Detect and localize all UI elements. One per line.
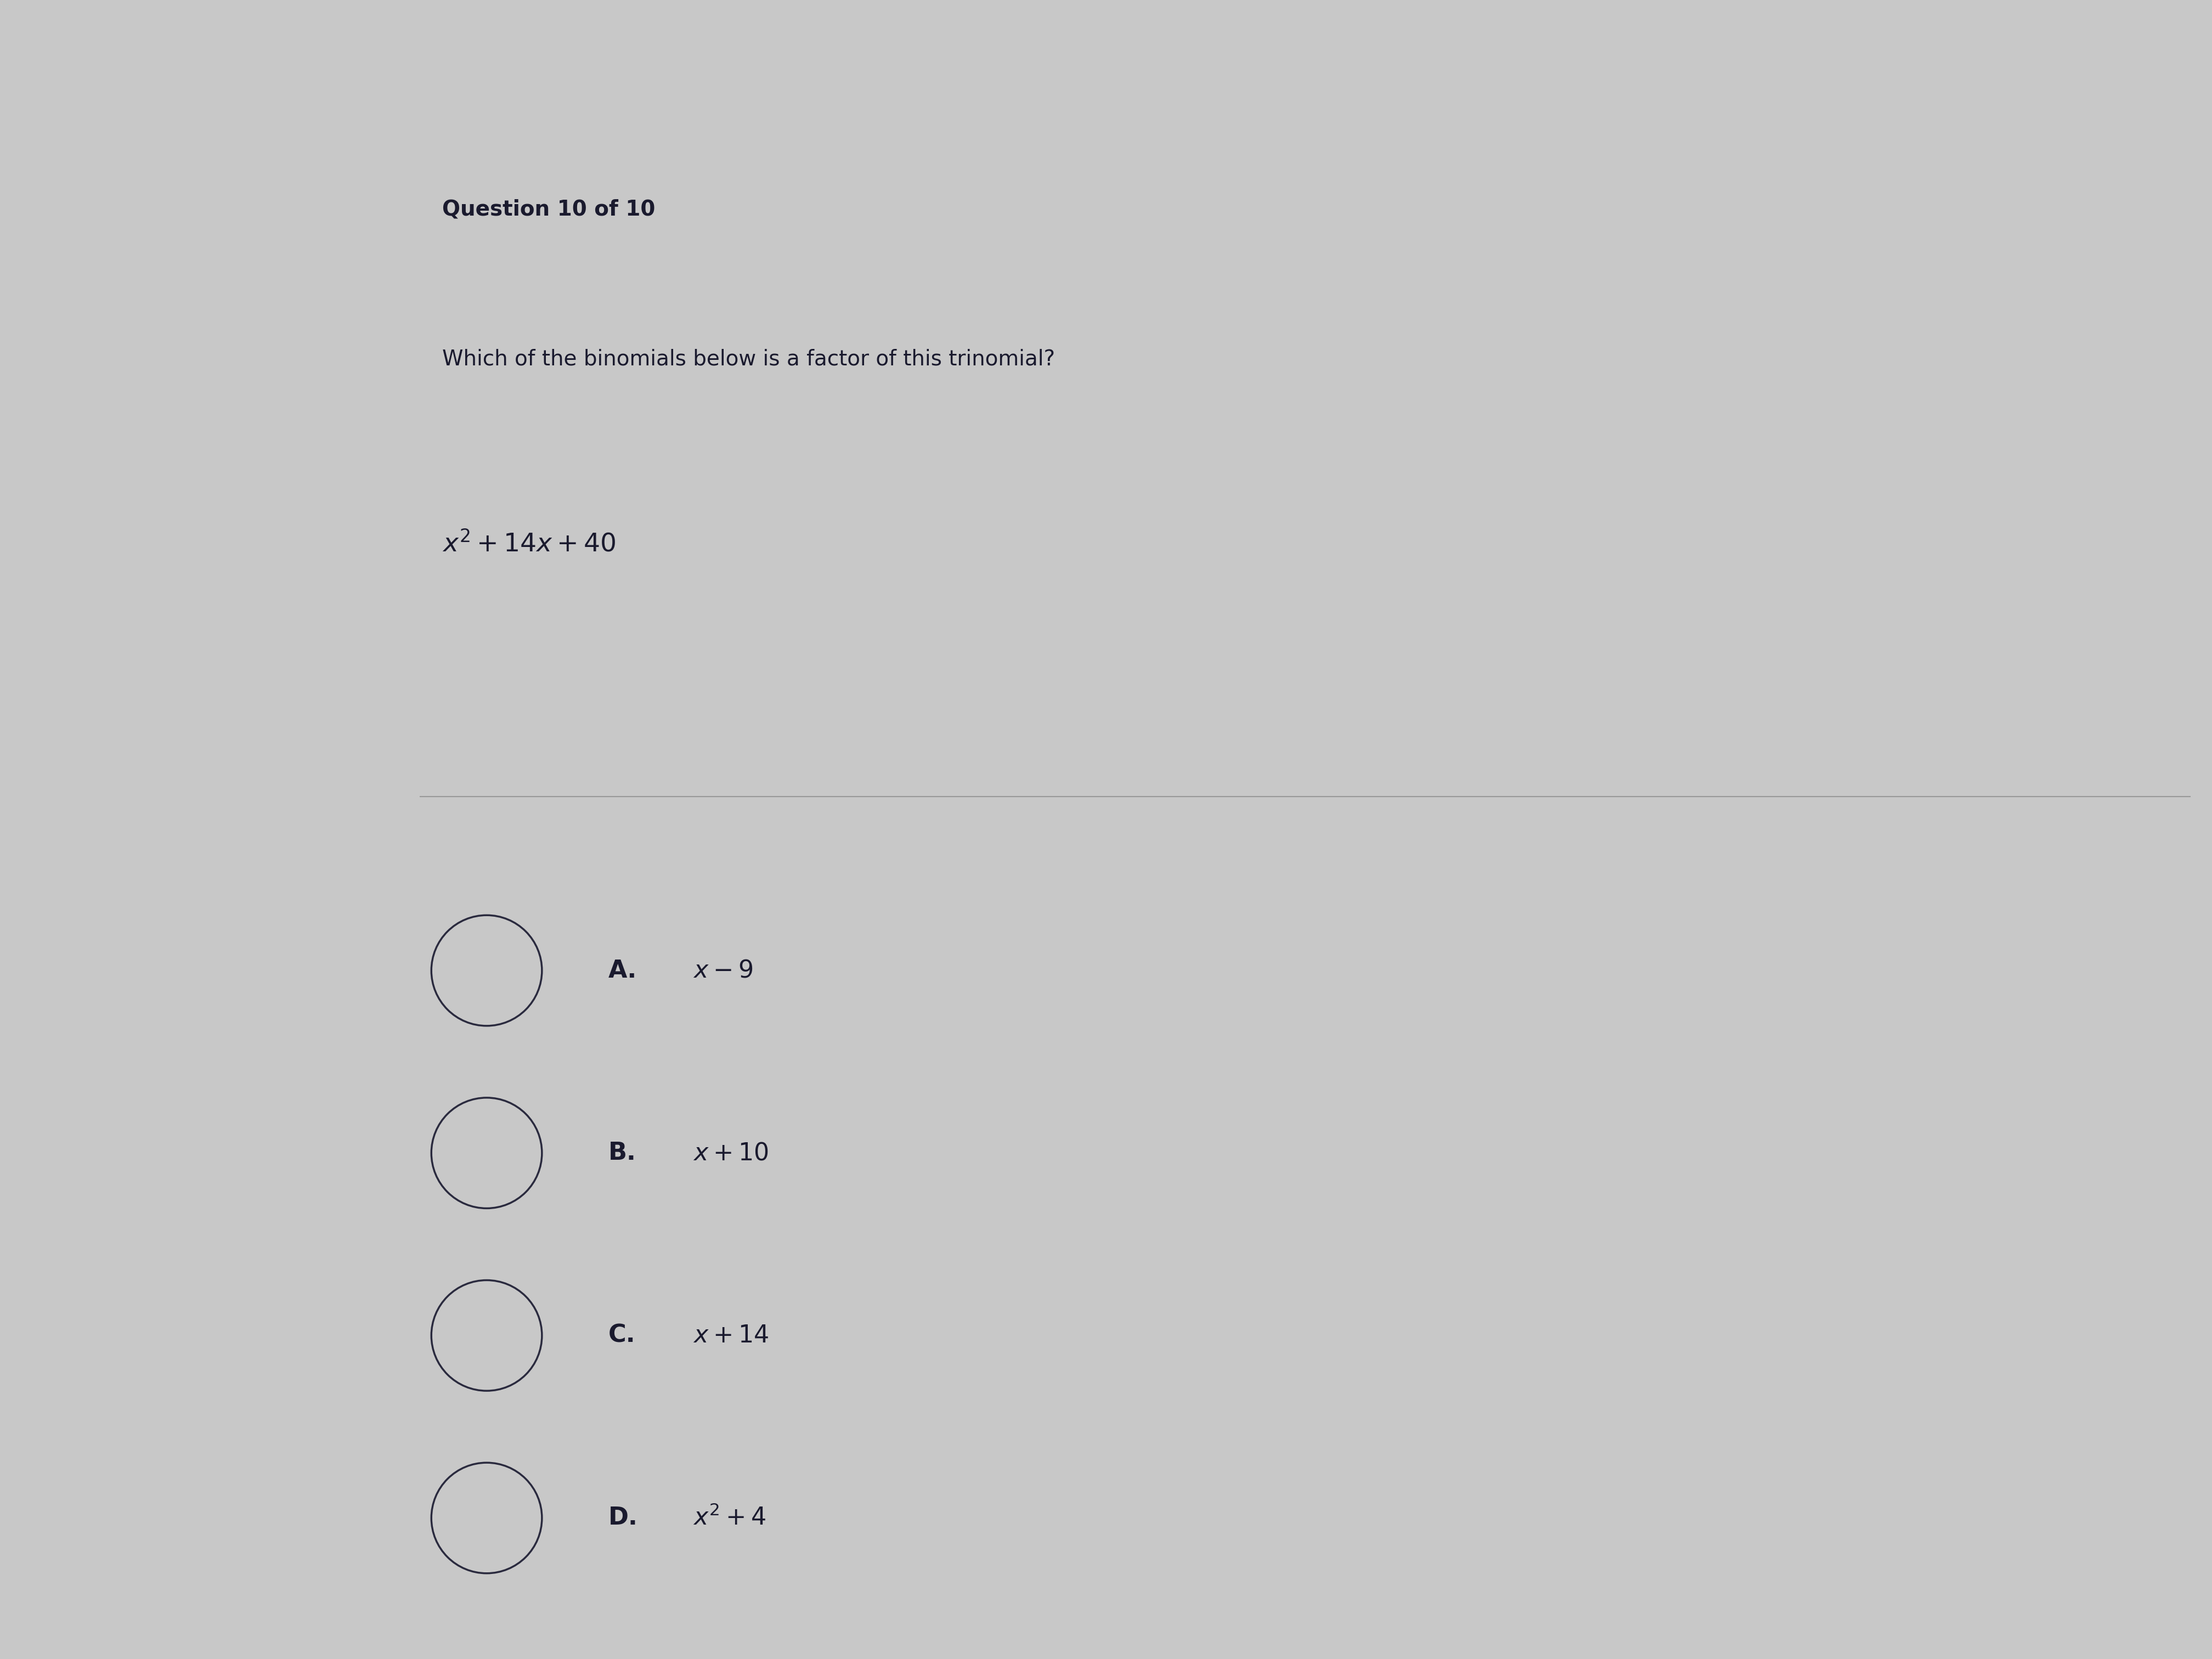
Text: Which of the binomials below is a factor of this trinomial?: Which of the binomials below is a factor… — [442, 348, 1055, 370]
Text: $x + 14$: $x + 14$ — [686, 1324, 768, 1347]
Text: $x^2 + 4$: $x^2 + 4$ — [686, 1506, 765, 1530]
Text: Question 10 of 10: Question 10 of 10 — [442, 199, 655, 221]
Text: C.: C. — [608, 1324, 635, 1347]
Text: A.: A. — [608, 959, 637, 982]
Text: $x^2 + 14x + 40$: $x^2 + 14x + 40$ — [442, 531, 617, 557]
Text: $x - 9$: $x - 9$ — [686, 959, 752, 982]
Text: $x + 10$: $x + 10$ — [686, 1141, 768, 1165]
Text: B.: B. — [608, 1141, 637, 1165]
Text: D.: D. — [608, 1506, 637, 1530]
